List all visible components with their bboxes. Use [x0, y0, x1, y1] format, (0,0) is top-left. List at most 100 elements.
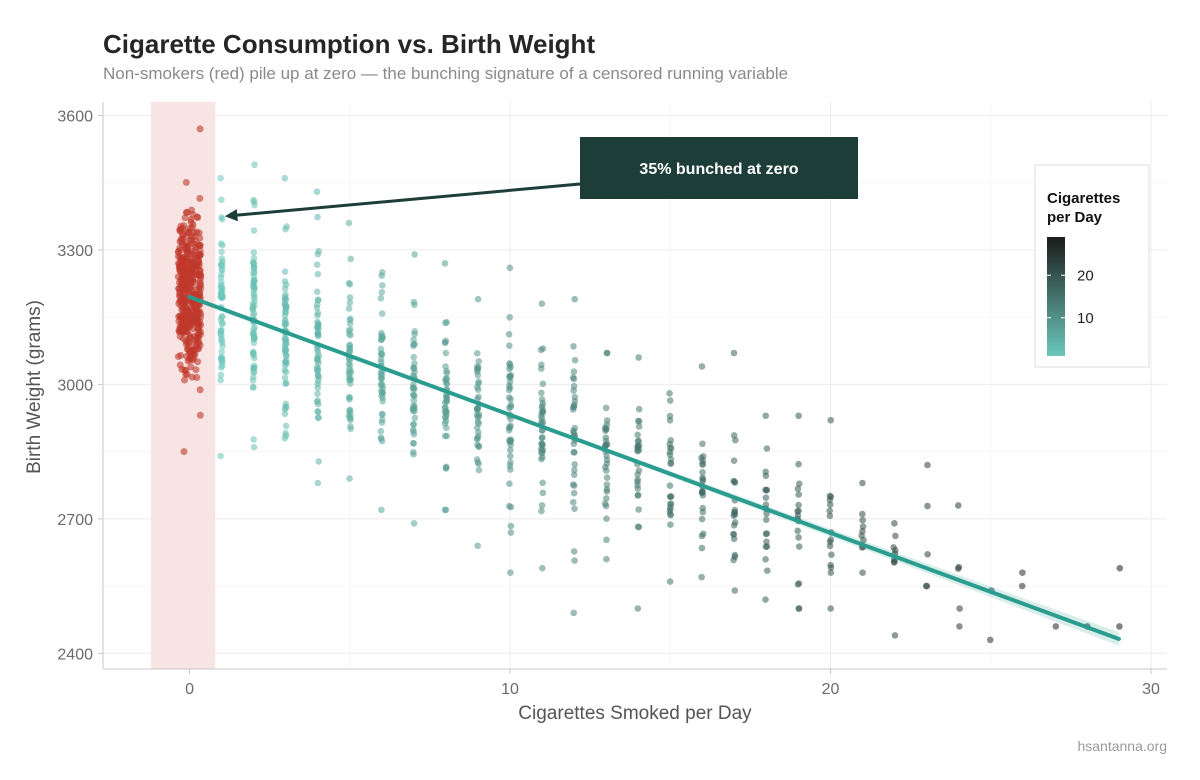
- smoker-point: [505, 386, 513, 394]
- smoker-point: [282, 225, 289, 233]
- smoker-point: [730, 457, 738, 465]
- smoker-point: [506, 264, 514, 272]
- smoker-point: [314, 390, 321, 398]
- smoker-point: [1052, 623, 1060, 630]
- smoker-point: [986, 636, 994, 644]
- y-axis-label: Birth Weight (grams): [24, 300, 45, 474]
- smoker-point: [475, 378, 483, 386]
- smoker-point: [698, 489, 706, 497]
- nonsmoker-point: [195, 241, 203, 249]
- smoker-point: [795, 580, 803, 587]
- smoker-point: [699, 469, 706, 476]
- smoker-point: [282, 346, 290, 354]
- smoker-point: [313, 288, 321, 296]
- callout-text: 35% bunched at zero: [639, 161, 798, 178]
- smoker-point: [411, 340, 418, 348]
- smoker-point: [313, 261, 321, 269]
- smoker-point: [634, 605, 642, 612]
- smoker-point: [795, 534, 802, 541]
- smoker-point: [506, 342, 513, 349]
- smoker-point: [378, 506, 385, 514]
- nonsmoker-point: [190, 288, 198, 296]
- smoker-point: [571, 448, 578, 456]
- smoker-point: [698, 532, 706, 540]
- nonsmoker-point: [194, 333, 202, 341]
- smoker-point: [217, 293, 224, 301]
- smoker-point: [250, 436, 257, 443]
- smoker-point: [698, 544, 706, 552]
- smoker-point: [730, 477, 738, 485]
- smoker-point: [507, 452, 514, 460]
- smoker-point: [315, 247, 322, 255]
- smoker-point: [506, 378, 514, 386]
- smoker-point: [571, 356, 579, 364]
- smoker-point: [539, 380, 547, 388]
- smoker-point: [666, 482, 674, 489]
- smoker-point: [602, 495, 610, 502]
- nonsmoker-point: [187, 311, 195, 319]
- nonsmoker-point: [196, 386, 204, 394]
- smoker-point: [570, 609, 578, 617]
- nonsmoker-point: [175, 327, 183, 335]
- smoker-point: [635, 506, 642, 513]
- smoker-point: [634, 492, 642, 499]
- nonsmoker-point: [176, 361, 184, 369]
- smoker-point: [698, 363, 706, 370]
- smoker-point: [379, 411, 386, 419]
- smoker-point: [569, 481, 577, 488]
- smoker-point: [411, 408, 418, 415]
- smoker-point: [603, 474, 611, 481]
- smoker-point: [377, 427, 385, 435]
- smoker-point: [282, 422, 290, 430]
- smoker-point: [667, 493, 674, 501]
- smoker-point: [378, 310, 386, 317]
- smoker-point: [762, 530, 770, 538]
- smoker-point: [666, 416, 674, 424]
- smoker-point: [473, 435, 481, 443]
- smoker-point: [730, 522, 738, 529]
- smoker-point: [1018, 582, 1026, 590]
- nonsmoker-point: [193, 373, 201, 381]
- smoker-point: [410, 365, 418, 373]
- smoker-point: [732, 436, 739, 444]
- smoker-point: [603, 515, 610, 522]
- smoker-point: [537, 455, 545, 463]
- smoker-point: [506, 361, 514, 368]
- smoker-point: [699, 457, 707, 465]
- smoker-point: [410, 298, 418, 306]
- smoker-point: [250, 255, 258, 262]
- smoker-point: [762, 543, 770, 551]
- smoker-point: [379, 382, 386, 390]
- smoker-point: [924, 502, 931, 510]
- smoker-point: [603, 481, 611, 488]
- smoker-point: [763, 445, 771, 452]
- smoker-point: [539, 402, 546, 409]
- smoker-point: [378, 416, 386, 424]
- smoker-point: [379, 282, 386, 289]
- smoker-point: [506, 446, 514, 454]
- smoker-point: [346, 299, 354, 306]
- smoker-point: [281, 174, 289, 182]
- tick-labels: 0 10 20 30 2400 2700 3000 3300 3600: [57, 108, 1160, 698]
- smoker-point: [218, 312, 226, 320]
- nonsmoker-point: [194, 358, 202, 366]
- smoker-point: [281, 358, 289, 366]
- nonsmoker-point: [195, 320, 203, 328]
- smoker-point: [602, 502, 610, 510]
- smoker-point: [345, 219, 353, 227]
- smoker-point: [795, 501, 802, 509]
- smoker-point: [346, 407, 353, 414]
- smoker-point: [827, 569, 835, 576]
- smoker-point: [538, 440, 545, 447]
- smoker-point: [474, 295, 482, 303]
- smoker-point: [859, 479, 866, 487]
- smoker-point: [346, 326, 354, 333]
- smoker-point: [314, 354, 321, 362]
- smoker-point: [250, 227, 258, 234]
- smoker-point: [346, 393, 354, 401]
- smoker-point: [569, 374, 577, 381]
- nonsmoker-point: [193, 213, 201, 221]
- smoker-point: [282, 403, 289, 410]
- nonsmoker-point: [193, 307, 201, 315]
- y-tick-label-0: 2400: [57, 646, 93, 663]
